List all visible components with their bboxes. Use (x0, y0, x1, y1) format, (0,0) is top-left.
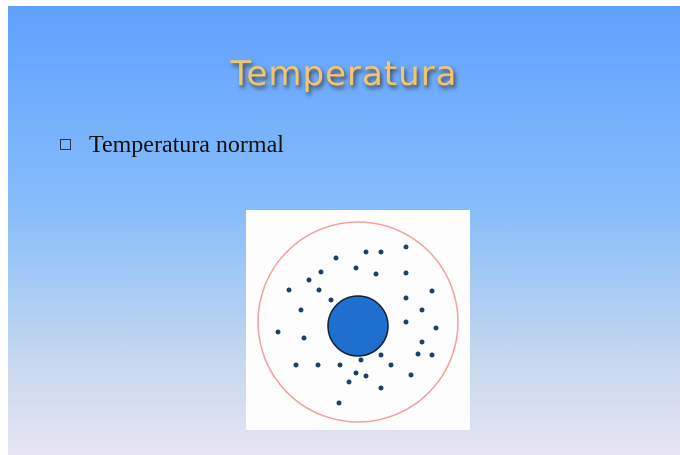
particles (275, 244, 439, 406)
diagram (246, 210, 470, 430)
bullet: Temperatura normal (60, 132, 284, 159)
outer-circle (257, 221, 459, 423)
nucleus (327, 295, 389, 357)
slide-title: Temperatura (230, 54, 458, 94)
bullet-marker (60, 138, 71, 150)
slide: Temperatura Temperatura normal (8, 6, 680, 455)
bullet-text: Temperatura normal (89, 132, 284, 158)
